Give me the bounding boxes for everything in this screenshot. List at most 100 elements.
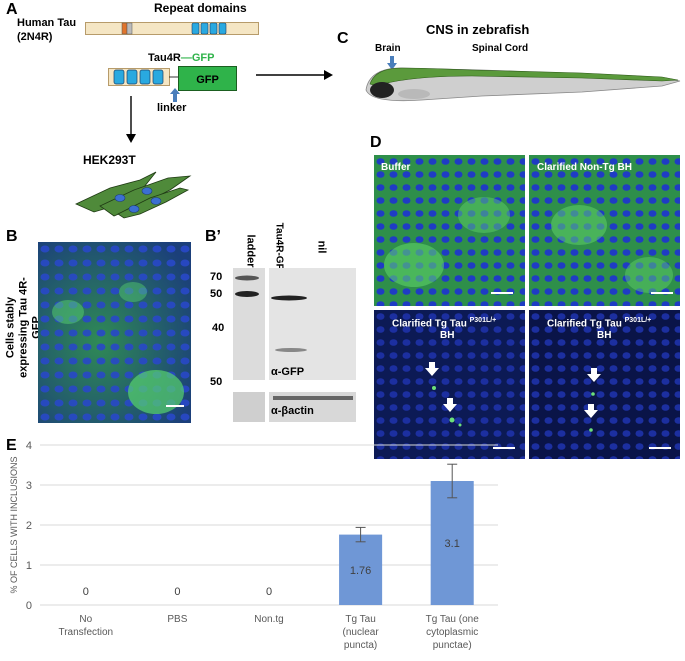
- arrow-down-icon: [126, 96, 136, 143]
- arrow-right-icon: [256, 70, 333, 80]
- tau-gfp-band: [271, 295, 307, 301]
- hek293t-cells-illustration: [75, 171, 192, 219]
- category-label: puncta): [344, 640, 377, 651]
- panel-letter-a: A: [6, 1, 18, 18]
- construct-label-tau: Tau4R: [148, 52, 181, 64]
- white-arrow-icon: [425, 362, 439, 376]
- category-label: Non.tg: [254, 614, 283, 625]
- panel-letter-b: B: [6, 228, 18, 245]
- cell-line-label: HEK293T: [83, 153, 136, 167]
- gfp-box: [178, 66, 237, 91]
- blot-gfp-label: α-GFP: [271, 366, 304, 378]
- linker-label: linker: [157, 102, 187, 114]
- mw-70: 70: [210, 271, 223, 283]
- construct-label: Tau4R—GFP: [148, 52, 214, 64]
- actin-ladder-strip: [233, 392, 265, 422]
- repeat-domains-label: Repeat domains: [154, 1, 247, 15]
- blot-ladder-strip: [233, 268, 265, 380]
- spinal-cord-label: Spinal Cord: [472, 43, 529, 54]
- y-tick-label: 1: [26, 560, 32, 572]
- ladder-band-50: [235, 291, 259, 297]
- category-label: Tg Tau (one: [426, 614, 480, 625]
- tau-backbone: [85, 22, 259, 35]
- white-arrow-icon: [443, 398, 457, 412]
- micrograph-tg-tau-1: Clarified Tg Tau P301L/+ BH: [374, 310, 525, 459]
- category-label: No: [79, 614, 92, 625]
- micrograph-stable-cells: [38, 242, 191, 423]
- y-tick-label: 4: [26, 440, 32, 452]
- category-label: Transfection: [58, 627, 113, 638]
- tg1-label-main: Clarified Tg Tau: [392, 318, 467, 330]
- category-label: Tg Tau: [345, 614, 375, 625]
- protein-isoform: (2N4R): [17, 31, 53, 43]
- category-label: punctae): [433, 640, 472, 651]
- y-tick-label: 2: [26, 520, 32, 532]
- linker-arrow-icon: [170, 88, 180, 102]
- zebrafish-cns-title: CNS in zebrafish: [426, 22, 530, 37]
- scale-bar: [491, 292, 513, 294]
- lane-tau: Tau4R-GFP: [254, 223, 324, 277]
- repeat-domain-2: [200, 22, 209, 35]
- tg1-label: Clarified Tg Tau P301L/+: [392, 317, 496, 329]
- y-tick-label: 0: [26, 600, 32, 612]
- actin-blot: α-βactin: [233, 392, 356, 422]
- tg1-label-bh: BH: [440, 330, 455, 341]
- tg1-label-sup: P301L/+: [469, 317, 497, 324]
- tg2-label-sup: P301L/+: [624, 317, 652, 324]
- tg2-label-bh: BH: [597, 330, 612, 341]
- tg2-label: Clarified Tg Tau P301L/+: [547, 317, 651, 329]
- scale-bar: [166, 405, 184, 407]
- data-label: 0: [174, 586, 180, 598]
- lane-nil: nil: [315, 235, 335, 255]
- brain-label: Brain: [375, 43, 401, 54]
- repeat-domain-1: [191, 22, 200, 35]
- panel-letter-d: D: [370, 134, 382, 151]
- tg2-label-main: Clarified Tg Tau: [547, 318, 622, 330]
- data-label: 0: [266, 586, 272, 598]
- micrograph-stable-cells-image: [38, 242, 191, 423]
- n-terminal-insert: [121, 22, 128, 35]
- tau4r-gfp-construct: GFP: [108, 66, 237, 91]
- construct-label-gfp: —GFP: [180, 52, 215, 64]
- micrograph-nontg: Clarified Non-Tg BH: [529, 155, 680, 306]
- gfp-box-label: GFP: [196, 74, 219, 86]
- construct-repeat-3: [139, 69, 151, 85]
- panel-b-ylabel-line2: expressing Tau 4R-: [17, 277, 30, 378]
- white-arrow-icon: [584, 404, 598, 418]
- blot-actin-label: α-βactin: [271, 405, 314, 417]
- western-blot: α-GFP: [233, 268, 356, 380]
- repeat-domain-4: [218, 22, 227, 35]
- panel-letter-e: E: [6, 437, 17, 454]
- protein-name: Human Tau: [17, 17, 77, 29]
- micrograph-tg-tau-2: Clarified Tg Tau P301L/+ BH: [529, 310, 680, 459]
- micrograph-buffer: Buffer: [374, 155, 525, 306]
- ladder-band-70: [235, 275, 259, 281]
- tau-full-length-diagram: [85, 22, 259, 35]
- scale-bar: [493, 447, 515, 449]
- mw-40: 40: [212, 322, 225, 334]
- construct-repeat-1: [113, 69, 125, 85]
- scale-bar: [649, 447, 671, 449]
- y-tick-label: 3: [26, 480, 32, 492]
- nontg-label: Clarified Non-Tg BH: [537, 162, 632, 173]
- construct-repeat-2: [126, 69, 138, 85]
- category-label: cytoplasmic: [426, 627, 478, 638]
- category-label: PBS: [167, 614, 187, 625]
- lane-nil-label: nil: [315, 240, 328, 254]
- tau-gfp-lower-band: [275, 348, 307, 352]
- mw-50: 50: [210, 288, 223, 300]
- brain-arrow-icon: [387, 56, 397, 70]
- data-label: 3.1: [445, 538, 460, 550]
- inclusions-bar-chart: 0 1 2 3 4 0 No Transfection 0 PBS 0 Non.tg 1.76 Tg Ta…: [26, 440, 498, 651]
- panel-letter-c: C: [337, 30, 349, 47]
- bar: [339, 534, 383, 605]
- data-label: 1.76: [350, 565, 371, 577]
- proline-rich-region: [126, 22, 133, 35]
- mw-50-actin: 50: [210, 376, 223, 388]
- bar: [430, 481, 474, 605]
- panel-letter-b-prime: B’: [205, 228, 221, 245]
- panel-b-ylabel-line1: Cells stably: [4, 296, 17, 359]
- construct-repeat-4: [152, 69, 164, 85]
- zebrafish-larva-illustration: [365, 67, 681, 102]
- white-arrow-icon: [587, 368, 601, 382]
